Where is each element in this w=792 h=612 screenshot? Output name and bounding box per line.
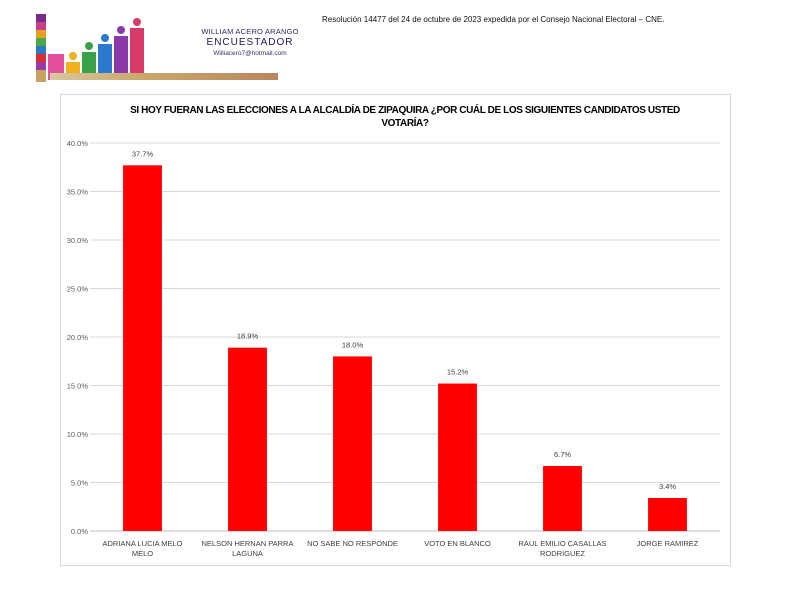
y-tick-label: 30.0% xyxy=(67,236,89,245)
resolution-text: Resolución 14477 del 24 de octubre de 20… xyxy=(322,15,665,24)
bar xyxy=(123,165,162,531)
chart-frame xyxy=(60,94,731,566)
y-tick-label: 15.0% xyxy=(67,382,89,391)
y-tick-label: 25.0% xyxy=(67,285,89,294)
data-label: 18.9% xyxy=(237,332,259,341)
x-tick-label: RODRIGUEZ xyxy=(540,549,585,558)
x-tick-label: NO SABE NO RESPONDE xyxy=(307,539,398,548)
x-tick-label: JORGE RAMIREZ xyxy=(637,539,699,548)
bar xyxy=(438,383,477,531)
x-tick-label: ADRIANA LUCIA MELO xyxy=(102,539,182,548)
bar xyxy=(228,347,267,531)
logo-role: ENCUESTADOR xyxy=(206,37,294,49)
y-tick-label: 10.0% xyxy=(67,430,89,439)
x-tick-label: LAGUNA xyxy=(232,549,263,558)
x-tick-label: MELO xyxy=(132,549,153,558)
bar xyxy=(333,356,372,531)
data-label: 18.0% xyxy=(342,340,364,349)
y-tick-label: 35.0% xyxy=(67,188,89,197)
logo: WILLIAM ACERO ARANGO ENCUESTADOR Williac… xyxy=(36,14,314,82)
data-label: 15.2% xyxy=(447,368,469,377)
data-label: 6.7% xyxy=(554,450,571,459)
data-label: 3.4% xyxy=(659,482,676,491)
y-tick-label: 20.0% xyxy=(67,333,89,342)
logo-name: WILLIAM ACERO ARANGO xyxy=(201,27,299,36)
logo-strip xyxy=(50,73,278,80)
bar xyxy=(648,498,687,531)
x-tick-label: NELSON HERNAN PARRA xyxy=(202,539,294,548)
y-tick-label: 40.0% xyxy=(67,139,89,148)
chart-title: SI HOY FUERAN LAS ELECCIONES A LA ALCALD… xyxy=(130,105,680,129)
logo-text-block: WILLIAM ACERO ARANGO ENCUESTADOR Williac… xyxy=(186,27,314,58)
x-tick-label: VOTO EN BLANCO xyxy=(424,539,491,548)
bar xyxy=(543,466,582,531)
y-tick-label: 0.0% xyxy=(71,527,88,536)
logo-email: Williacero7@hotmail.com xyxy=(213,50,287,58)
data-label: 37.7% xyxy=(132,149,154,158)
y-tick-label: 5.0% xyxy=(71,479,88,488)
x-tick-label: RAUL EMILIO CASALLAS xyxy=(518,539,606,548)
